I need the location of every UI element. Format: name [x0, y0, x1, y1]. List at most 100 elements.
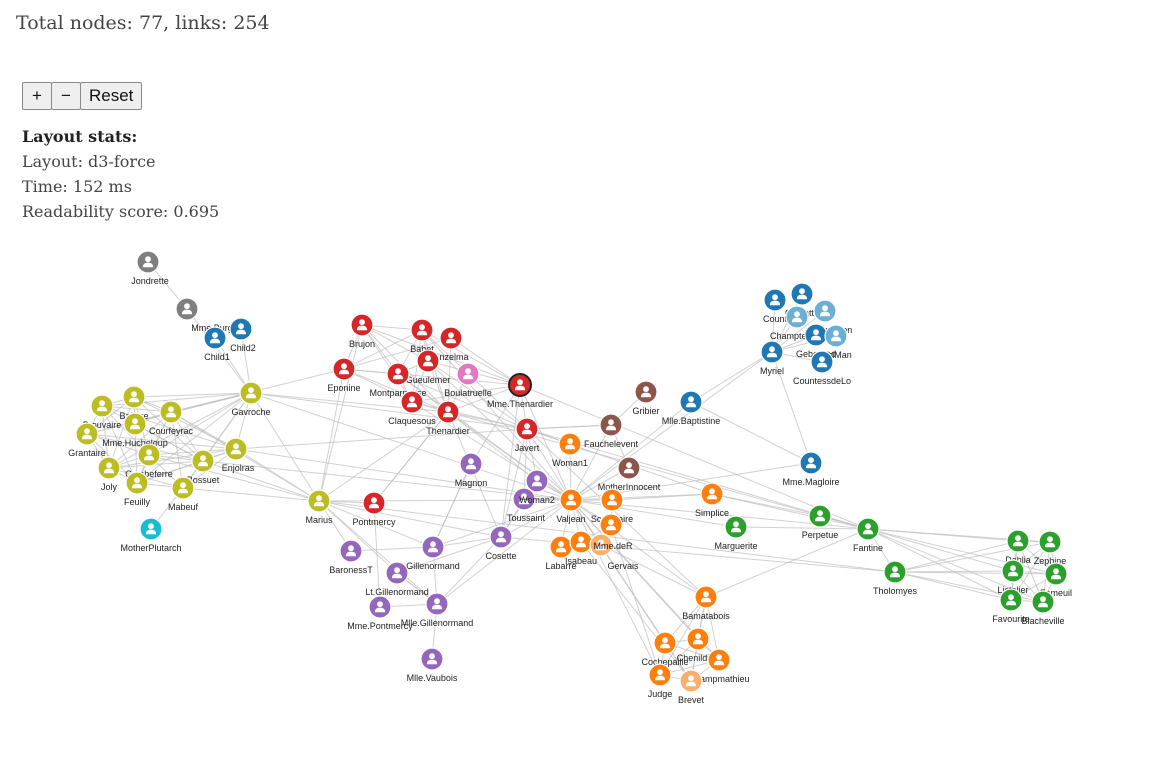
graph-node-count[interactable]: Count: [763, 288, 788, 324]
graph-edge: [318, 500, 434, 548]
graph-node-cochepaille[interactable]: Cochepaille: [641, 631, 689, 667]
graph-node-marguerite[interactable]: Marguerite: [714, 515, 758, 551]
graph-node-fameuil[interactable]: Fameuil: [1040, 562, 1072, 598]
person-icon: [209, 332, 221, 344]
graph-node-jondrette[interactable]: Jondrette: [131, 250, 169, 286]
graph-node-montparnasse[interactable]: Montparnasse: [369, 362, 427, 398]
graph-node-bamatabois[interactable]: Bamatabois: [682, 585, 730, 621]
graph-node-thenardier[interactable]: Thenardier: [426, 400, 470, 436]
graph-node-mme-pontmercy[interactable]: Mme.Pontmercy: [347, 595, 413, 631]
graph-node-oldman[interactable]: OldMan: [820, 324, 852, 360]
node-label: Myriel: [760, 366, 784, 376]
graph-node-myriel[interactable]: Myriel: [760, 340, 784, 376]
person-icon: [197, 455, 209, 467]
graph-node-motherplutarch[interactable]: MotherPlutarch: [120, 517, 182, 553]
graph-node-child1[interactable]: Child1: [203, 326, 230, 362]
graph-node-boulatruelle[interactable]: Boulatruelle: [444, 362, 492, 398]
graph-node-zephine[interactable]: Zephine: [1034, 530, 1067, 566]
reset-button[interactable]: Reset: [80, 82, 143, 110]
graph-edge: [182, 487, 320, 502]
graph-node-judge[interactable]: Judge: [648, 663, 673, 699]
graph-node-countessdelo[interactable]: CountessdeLo: [793, 350, 851, 386]
graph-node-toussaint[interactable]: Toussaint: [507, 487, 546, 523]
graph-node-pontmercy[interactable]: Pontmercy: [352, 491, 396, 527]
node-label: Bamatabois: [682, 611, 730, 621]
graph-edge: [894, 540, 1019, 573]
graph-node-favourite[interactable]: Favourite: [992, 588, 1030, 624]
graph-edge: [735, 526, 869, 530]
graph-edge: [610, 524, 661, 676]
graph-node-champmathieu[interactable]: Champmathieu: [688, 648, 750, 684]
graph-edge: [447, 384, 521, 413]
graph-node-courfeyrac[interactable]: Courfeyrac: [149, 400, 194, 436]
graph-edge: [570, 499, 707, 598]
graph-node-chenildieu[interactable]: Chenildieu: [677, 627, 720, 663]
graph-node-mme-magloire[interactable]: Mme.Magloire: [782, 451, 840, 487]
graph-node-lt-gillenormand[interactable]: Lt.Gillenormand: [365, 561, 429, 597]
graph-node-prouvaire[interactable]: Prouvaire: [83, 394, 122, 430]
graph-node-claquesous[interactable]: Claquesous: [388, 390, 436, 426]
graph-node-brevet[interactable]: Brevet: [678, 669, 705, 705]
graph-node-mlle-gillenormand[interactable]: Mlle.Gillenormand: [401, 592, 474, 628]
graph-node-babet[interactable]: Babet: [410, 318, 434, 354]
graph-node-gueulemer[interactable]: Gueulemer: [406, 349, 451, 385]
graph-node-gillenormand[interactable]: Gillenormand: [406, 535, 460, 571]
graph-node-grantaire[interactable]: Grantaire: [68, 422, 106, 458]
graph-node-woman1[interactable]: Woman1: [552, 432, 588, 468]
graph-edge: [659, 596, 707, 676]
graph-node-mme-thenardier[interactable]: Mme.Thenardier: [487, 373, 553, 409]
graph-node-blacheville[interactable]: Blacheville: [1021, 590, 1065, 626]
graph-edge: [411, 384, 521, 403]
graph-node-motherinnocent[interactable]: MotherInnocent: [598, 456, 661, 492]
graph-node-perpetue[interactable]: Perpetue: [802, 504, 839, 540]
graph-node-woman2[interactable]: Woman2: [519, 469, 555, 505]
graph-node-tholomyes[interactable]: Tholomyes: [873, 560, 918, 596]
graph-edge: [186, 308, 252, 394]
graph-node-simplice[interactable]: Simplice: [695, 482, 729, 518]
graph-node-gavroche[interactable]: Gavroche: [231, 381, 271, 417]
graph-node-champtercier[interactable]: Champtercier: [770, 305, 824, 341]
graph-edge: [108, 460, 204, 469]
node-label: Mme.Hucheloup: [102, 438, 168, 448]
graph-node-dahlia[interactable]: Dahlia: [1005, 529, 1031, 565]
node-label: Gillenormand: [406, 561, 460, 571]
graph-edge: [134, 423, 204, 462]
graph-node-enjolras[interactable]: Enjolras: [222, 437, 255, 473]
person-icon: [416, 324, 428, 336]
graph-edge: [690, 401, 812, 464]
graph-node-isabeau[interactable]: Isabeau: [565, 530, 597, 566]
graph-node-mme-der[interactable]: Mme.deR: [589, 533, 633, 557]
graph-node-joly[interactable]: Joly: [97, 456, 121, 492]
graph-node-fauchelevent[interactable]: Fauchelevent: [584, 413, 639, 449]
graph-node-baronesst[interactable]: BaronessT: [329, 539, 373, 575]
graph-node-mabeuf[interactable]: Mabeuf: [168, 476, 199, 512]
graph-node-eponine[interactable]: Eponine: [327, 357, 361, 393]
graph-node-gervais[interactable]: Gervais: [599, 513, 639, 571]
graph-node-gribier[interactable]: Gribier: [632, 380, 660, 416]
graph-node-fantine[interactable]: Fantine: [853, 517, 883, 553]
person-icon: [640, 386, 652, 398]
graph-node-mlle-vaubois[interactable]: Mlle.Vaubois: [407, 647, 458, 683]
graph-edge: [711, 493, 869, 530]
graph-node-valjean[interactable]: Valjean: [556, 488, 586, 524]
graph-node-child2[interactable]: Child2: [229, 317, 256, 353]
graph-node-brujon[interactable]: Brujon: [349, 313, 375, 349]
node-label: Feuilly: [124, 497, 151, 507]
graph-node-mlle-baptistine[interactable]: Mlle.Baptistine: [662, 390, 721, 426]
graph-node-magnon[interactable]: Magnon: [455, 452, 488, 488]
graph-edge: [450, 337, 521, 386]
graph-node-cosette[interactable]: Cosette: [485, 525, 517, 561]
graph-node-javert[interactable]: Javert: [515, 417, 540, 453]
node-label: Gervais: [607, 561, 639, 571]
graph-node-combeferre[interactable]: Combeferre: [125, 443, 173, 479]
graph-node-bossuet[interactable]: Bossuet: [187, 449, 220, 485]
graph-node-marius[interactable]: Marius: [305, 489, 333, 525]
node-label: Courfeyrac: [149, 426, 194, 436]
graph-node-anzelma[interactable]: Anzelma: [433, 326, 469, 362]
graph-node-feuilly[interactable]: Feuilly: [124, 471, 151, 507]
person-icon: [730, 521, 742, 533]
graph-node-mme-hucheloup[interactable]: Mme.Hucheloup: [102, 412, 168, 448]
person-icon: [313, 495, 325, 507]
person-icon: [564, 438, 576, 450]
